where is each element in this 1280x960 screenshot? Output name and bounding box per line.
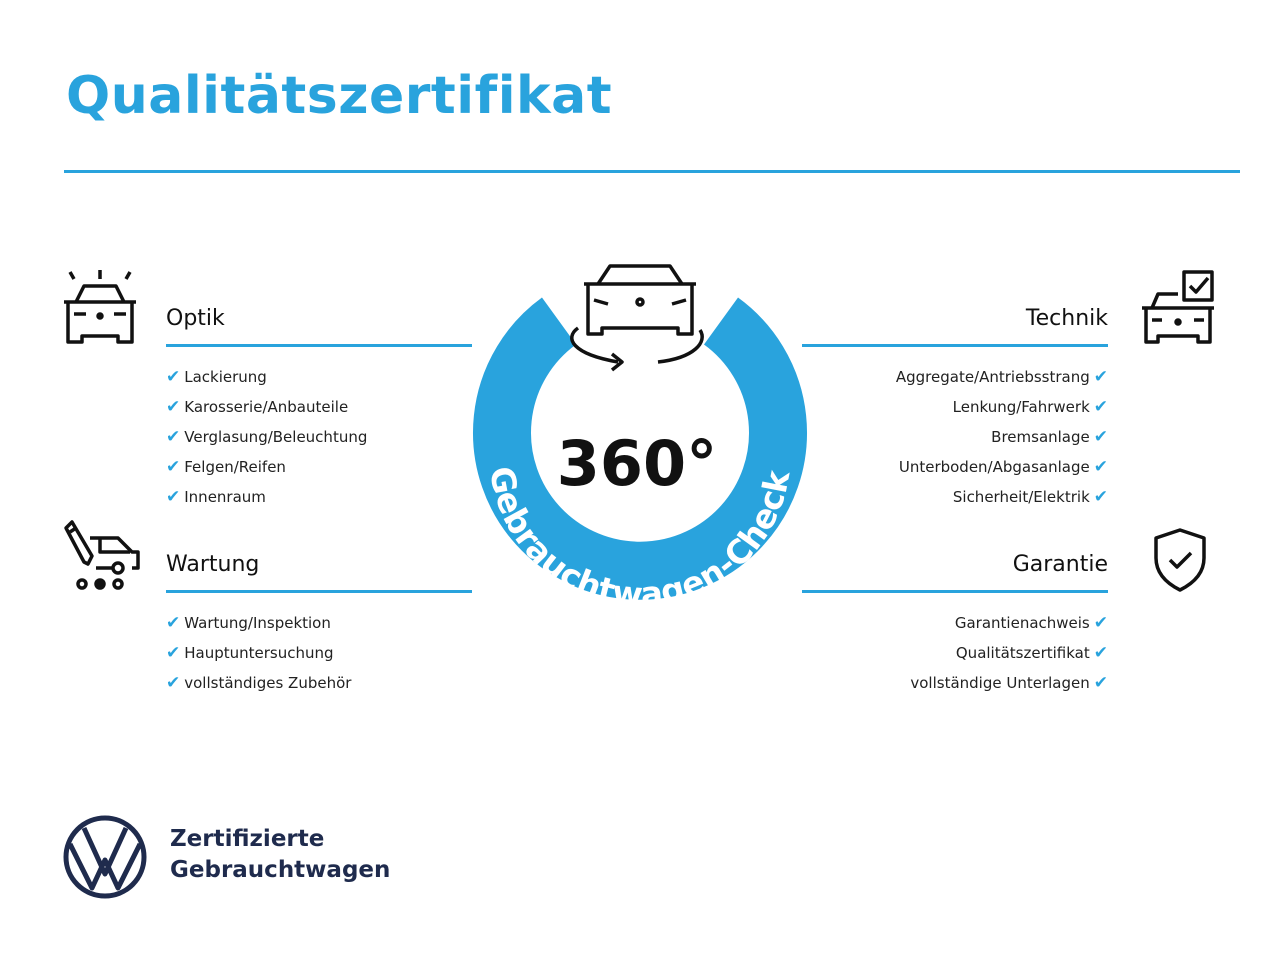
section-divider bbox=[802, 344, 1108, 347]
section-garantie: Garantie Garantienachweis ✔ Qualitätszerti… bbox=[802, 550, 1108, 703]
checklist: ✔ Wartung/Inspektion ✔ Hauptuntersuchung ✔ vo… bbox=[166, 613, 472, 703]
section-divider bbox=[802, 590, 1108, 593]
checklist-item: ✔ Verglasung/Beleuchtung bbox=[166, 427, 472, 457]
checklist-item-label: Aggregate/Antriebsstrang bbox=[895, 368, 1090, 386]
check-icon: ✔ bbox=[166, 367, 181, 387]
section-wartung: Wartung ✔ Wartung/Inspektion ✔ Hauptuntersu… bbox=[166, 550, 472, 703]
checklist-item-label: Sicherheit/Elektrik bbox=[952, 488, 1090, 506]
checklist-item-label: Karosserie/Anbauteile bbox=[184, 398, 349, 416]
car-checkbox-icon bbox=[1142, 270, 1214, 344]
checklist-item: Sicherheit/Elektrik ✔ bbox=[802, 487, 1108, 517]
check-icon: ✔ bbox=[1093, 397, 1108, 417]
gebrauchtwagen-check-badge: Gebrauchtwagen-Check 360° bbox=[473, 264, 807, 614]
section-heading: Optik bbox=[166, 306, 225, 331]
checklist-item: Unterboden/Abgasanlage ✔ bbox=[802, 457, 1108, 487]
vw-logo bbox=[63, 815, 147, 899]
checklist-item-label: Qualitätszertifikat bbox=[955, 644, 1090, 662]
checklist: ✔ Lackierung ✔ Karosserie/Anbauteile ✔ Vergla… bbox=[166, 367, 472, 517]
checklist-item: ✔ Hauptuntersuchung bbox=[166, 643, 472, 673]
checklist-item: Bremsanlage ✔ bbox=[802, 427, 1108, 457]
checklist-item-label: Bremsanlage bbox=[991, 428, 1090, 446]
check-icon: ✔ bbox=[166, 427, 181, 447]
checklist: Garantienachweis ✔ Qualitätszertifikat ✔ vol… bbox=[802, 613, 1108, 703]
section-divider bbox=[166, 344, 472, 347]
check-icon: ✔ bbox=[1093, 457, 1108, 477]
section-heading: Wartung bbox=[166, 552, 260, 577]
check-icon: ✔ bbox=[166, 643, 181, 663]
checklist-item-label: vollständige Unterlagen bbox=[910, 674, 1090, 692]
footer-line2: Gebrauchtwagen bbox=[170, 857, 391, 883]
section-technik: Technik Aggregate/Antriebsstrang ✔ Lenkung… bbox=[802, 304, 1108, 517]
checklist-item: ✔ vollständiges Zubehör bbox=[166, 673, 472, 703]
checklist-item: Qualitätszertifikat ✔ bbox=[802, 643, 1108, 673]
checklist-item-label: vollständiges Zubehör bbox=[184, 674, 352, 692]
checklist-item-label: Verglasung/Beleuchtung bbox=[184, 428, 368, 446]
checklist-item: Lenkung/Fahrwerk ✔ bbox=[802, 397, 1108, 427]
page-title: Qualitätszertifikat bbox=[66, 66, 613, 126]
check-icon: ✔ bbox=[1093, 643, 1108, 663]
check-icon: ✔ bbox=[166, 487, 181, 507]
check-icon: ✔ bbox=[1093, 427, 1108, 447]
car-rotate-icon bbox=[570, 264, 704, 372]
footer-brand-text: Zertifizierte Gebrauchtwagen bbox=[170, 824, 390, 886]
checklist-item-label: Unterboden/Abgasanlage bbox=[898, 458, 1090, 476]
check-icon: ✔ bbox=[1093, 673, 1108, 693]
checklist-item-label: Wartung/Inspektion bbox=[184, 614, 331, 632]
check-icon: ✔ bbox=[166, 613, 181, 633]
check-icon: ✔ bbox=[166, 457, 181, 477]
section-optik: Optik ✔ Lackierung ✔ Karosserie/Anbauteile ✔… bbox=[166, 304, 472, 517]
footer-line1: Zertifizierte bbox=[170, 826, 325, 852]
section-heading: Technik bbox=[1025, 306, 1108, 331]
section-heading: Garantie bbox=[1012, 552, 1108, 577]
section-divider bbox=[166, 590, 472, 593]
checklist-item-label: Innenraum bbox=[184, 488, 266, 506]
checklist-item: ✔ Wartung/Inspektion bbox=[166, 613, 472, 643]
checklist-item: ✔ Lackierung bbox=[166, 367, 472, 397]
checklist-item-label: Garantienachweis bbox=[954, 614, 1090, 632]
checklist-item-label: Hauptuntersuchung bbox=[184, 644, 334, 662]
checklist-item: ✔ Felgen/Reifen bbox=[166, 457, 472, 487]
check-icon: ✔ bbox=[1093, 487, 1108, 507]
service-van-icon bbox=[64, 520, 140, 590]
title-divider bbox=[64, 170, 1240, 173]
checklist-item-label: Lackierung bbox=[184, 368, 267, 386]
check-icon: ✔ bbox=[166, 397, 181, 417]
checklist-item: Garantienachweis ✔ bbox=[802, 613, 1108, 643]
ring-arc bbox=[473, 297, 807, 600]
checklist-item-label: Felgen/Reifen bbox=[184, 458, 286, 476]
checklist-item: Aggregate/Antriebsstrang ✔ bbox=[802, 367, 1108, 397]
checklist-item: ✔ Innenraum bbox=[166, 487, 472, 517]
360-label: 360° bbox=[557, 427, 717, 500]
check-icon: ✔ bbox=[166, 673, 181, 693]
checklist-item: vollständige Unterlagen ✔ bbox=[802, 673, 1108, 703]
car-lights-icon bbox=[64, 270, 136, 344]
checklist-item: ✔ Karosserie/Anbauteile bbox=[166, 397, 472, 427]
checklist-item-label: Lenkung/Fahrwerk bbox=[952, 398, 1090, 416]
shield-check-icon bbox=[1154, 528, 1206, 592]
check-icon: ✔ bbox=[1093, 367, 1108, 387]
check-icon: ✔ bbox=[1093, 613, 1108, 633]
checklist: Aggregate/Antriebsstrang ✔ Lenkung/Fahrwer… bbox=[802, 367, 1108, 517]
